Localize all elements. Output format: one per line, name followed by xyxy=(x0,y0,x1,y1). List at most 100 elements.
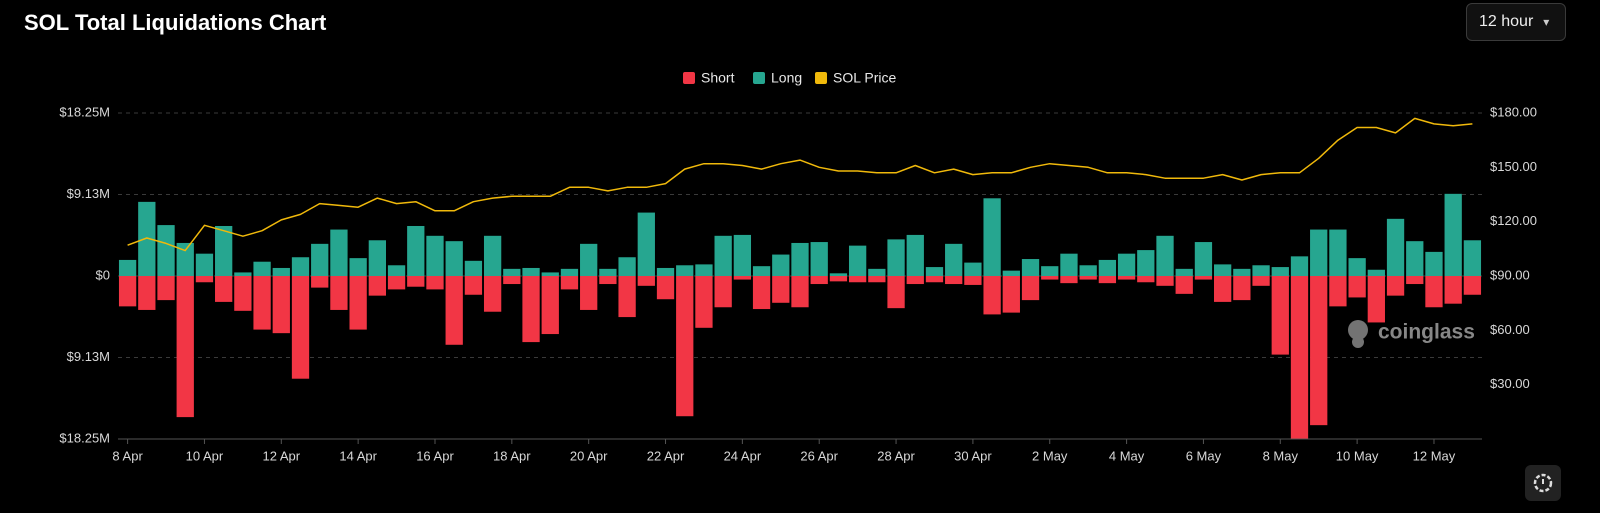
bar xyxy=(810,242,828,276)
bar xyxy=(1098,276,1117,284)
bar xyxy=(426,276,444,290)
bar xyxy=(580,243,598,276)
x-tick-label: 28 Apr xyxy=(877,448,915,463)
legend-label: Long xyxy=(771,70,802,86)
bar xyxy=(426,235,444,276)
legend-swatch xyxy=(753,72,765,84)
bar xyxy=(291,276,310,379)
bar xyxy=(445,276,463,345)
bar xyxy=(752,276,771,310)
bar xyxy=(464,260,483,276)
legend-item[interactable]: Short xyxy=(683,70,735,86)
bar xyxy=(330,276,348,310)
bar xyxy=(868,276,886,283)
bar xyxy=(772,276,790,303)
legend-item[interactable]: SOL Price xyxy=(815,70,896,86)
bar xyxy=(253,261,271,276)
bar xyxy=(1117,253,1136,276)
bar xyxy=(983,198,1001,276)
gear-shape xyxy=(1533,473,1553,493)
bar xyxy=(215,276,233,302)
bar xyxy=(868,268,886,276)
bar xyxy=(1021,259,1040,276)
bar xyxy=(176,242,194,276)
dropdown-arrow: ▾ xyxy=(1543,15,1550,29)
chart-title: SOL Total Liquidations Chart xyxy=(24,10,327,35)
bar xyxy=(1290,256,1309,276)
bar xyxy=(1021,276,1040,301)
bar xyxy=(195,276,214,283)
y-tick-label: $9.13M xyxy=(67,349,110,364)
bar xyxy=(503,276,521,285)
bar xyxy=(1329,276,1347,307)
bar xyxy=(368,276,386,296)
bar xyxy=(503,268,521,276)
bar xyxy=(1041,266,1059,276)
bar xyxy=(772,254,790,276)
bar xyxy=(1194,276,1213,280)
bar xyxy=(1079,265,1097,276)
bar xyxy=(1002,276,1020,313)
x-tick-label: 12 May xyxy=(1413,448,1456,463)
y-tick-label: $9.13M xyxy=(67,186,110,201)
bar xyxy=(599,276,617,285)
bar xyxy=(1348,276,1366,298)
settings-button[interactable] xyxy=(1525,465,1561,501)
bar xyxy=(560,276,579,290)
bar xyxy=(676,276,694,417)
bar xyxy=(1214,276,1232,302)
bar xyxy=(1444,276,1462,304)
interval-select[interactable]: 12 hour ▾ xyxy=(1466,3,1566,41)
x-tick-label: 8 May xyxy=(1263,448,1299,463)
interval-label: 12 hour xyxy=(1479,13,1534,30)
bar xyxy=(483,235,502,276)
bar xyxy=(656,276,675,300)
bar xyxy=(215,225,233,276)
bar xyxy=(560,268,579,276)
x-tick-label: 14 Apr xyxy=(339,448,377,463)
legend-label: Short xyxy=(701,70,735,86)
bar xyxy=(234,276,252,311)
bar xyxy=(311,276,329,288)
bar xyxy=(522,267,540,276)
bar xyxy=(387,276,406,290)
bar xyxy=(1406,276,1424,285)
x-tick-label: 8 Apr xyxy=(112,448,143,463)
x-tick-label: 6 May xyxy=(1186,448,1222,463)
y2-tick-label: $90.00 xyxy=(1490,267,1530,282)
bar xyxy=(330,229,348,276)
bar xyxy=(964,276,982,285)
bar xyxy=(925,267,944,276)
bar xyxy=(695,276,713,328)
x-tick-label: 30 Apr xyxy=(954,448,992,463)
bar xyxy=(714,235,732,276)
bar xyxy=(848,276,867,283)
bar xyxy=(541,272,559,276)
bar xyxy=(599,268,617,276)
bar xyxy=(1367,276,1385,323)
legend-item[interactable]: Long xyxy=(753,70,802,86)
x-tick-label: 16 Apr xyxy=(416,448,454,463)
bar xyxy=(1425,276,1443,308)
bar xyxy=(1175,268,1193,276)
bar xyxy=(272,267,290,276)
bar xyxy=(791,242,809,276)
x-tick-label: 12 Apr xyxy=(262,448,300,463)
bar xyxy=(368,240,386,276)
bar xyxy=(387,265,406,276)
bar xyxy=(1117,276,1136,280)
bar xyxy=(522,276,540,343)
bar xyxy=(1156,276,1174,286)
bar xyxy=(1233,268,1251,276)
bar xyxy=(1137,250,1155,276)
y-tick-label: $18.25M xyxy=(59,430,110,445)
bar xyxy=(311,243,329,276)
legend-label: SOL Price xyxy=(833,70,896,86)
watermark-text: coinglass xyxy=(1378,321,1475,344)
watermark-icon xyxy=(1352,336,1364,348)
bar xyxy=(407,276,425,287)
bar xyxy=(118,276,137,307)
bar xyxy=(1290,276,1309,439)
bar xyxy=(618,257,636,276)
